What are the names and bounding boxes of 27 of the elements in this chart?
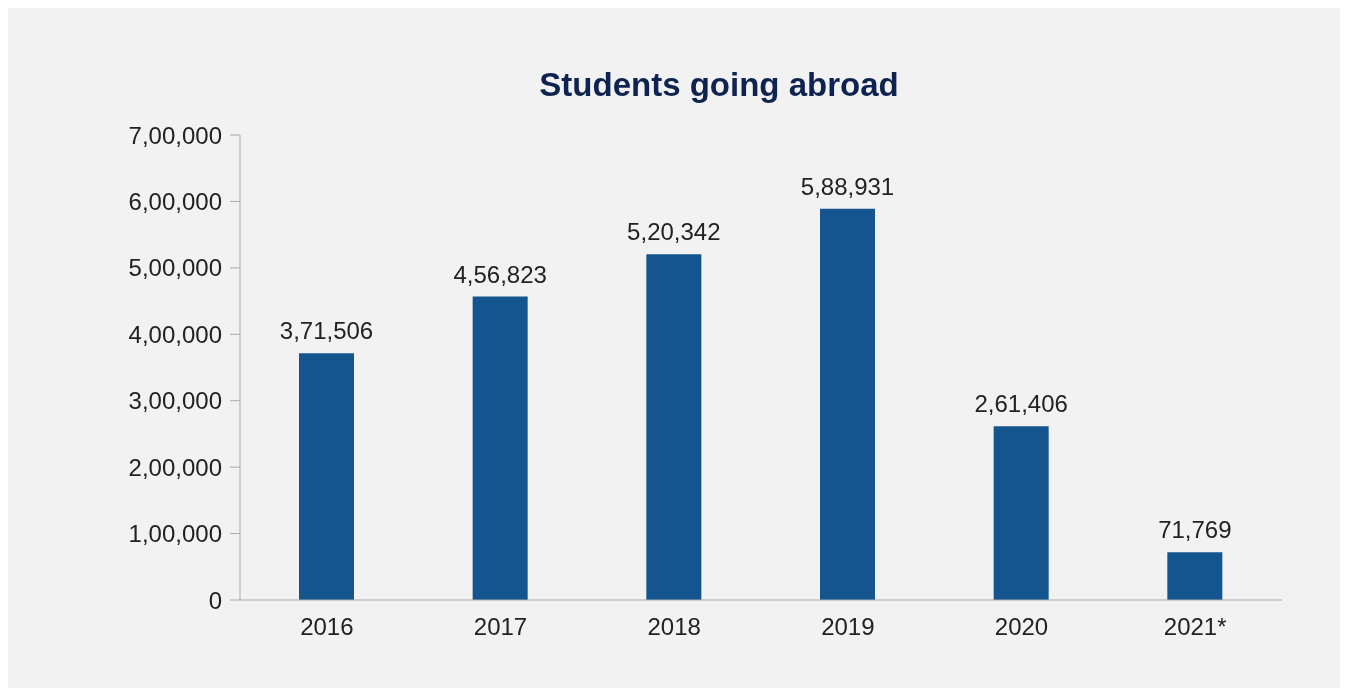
- x-tick-label: 2019: [821, 613, 875, 641]
- bar: [820, 208, 875, 600]
- bar: [646, 254, 702, 600]
- y-tick-label: 0: [208, 586, 222, 614]
- y-tick-label: 5,00,000: [128, 254, 222, 282]
- data-label: 2,61,406: [974, 390, 1068, 418]
- bar: [1167, 552, 1223, 600]
- y-tick-label: 1,00,000: [128, 520, 222, 548]
- x-tick-label: 2018: [647, 613, 701, 641]
- data-label: 5,20,342: [627, 218, 721, 246]
- y-tick-label: 4,00,000: [128, 320, 222, 348]
- bar: [472, 296, 528, 600]
- bar: [993, 426, 1049, 600]
- data-label: 3,71,506: [279, 317, 374, 345]
- y-tick-label: 7,00,000: [128, 121, 222, 149]
- x-tick-label: 2016: [300, 613, 354, 641]
- x-tick-label: 2021*: [1163, 613, 1227, 641]
- y-tick-label: 2,00,000: [128, 453, 222, 481]
- chart-title: Students going abroad: [538, 66, 900, 104]
- y-tick-label: 3,00,000: [128, 387, 222, 415]
- data-label: 4,56,823: [453, 260, 547, 288]
- x-tick-label: 2017: [473, 613, 528, 641]
- data-label: 71,769: [1158, 516, 1232, 544]
- x-tick-label: 2020: [994, 613, 1049, 641]
- y-tick-label: 6,00,000: [128, 187, 222, 215]
- bar: [299, 353, 354, 600]
- data-label: 5,88,931: [800, 172, 895, 200]
